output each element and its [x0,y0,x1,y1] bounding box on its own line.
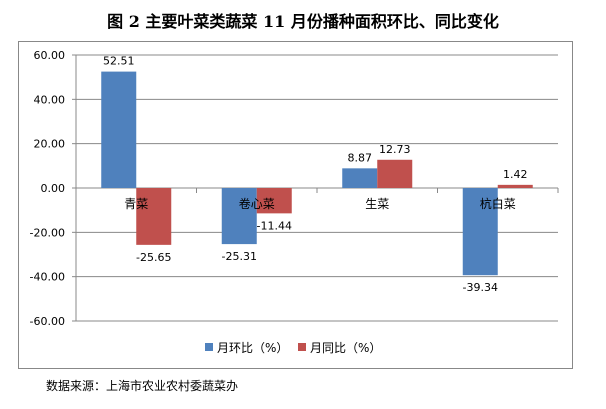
y-tick-label: -20.00 [30,226,65,239]
bar-yoy [136,188,172,245]
y-tick-label: -60.00 [30,315,65,328]
bar-mom [221,188,257,245]
chart-frame [18,41,573,369]
y-tick-label: 60.00 [34,49,66,62]
legend-swatch [298,343,306,351]
data-label: 8.87 [348,151,373,164]
y-tick-label: 0.00 [41,182,66,195]
legend-label: 月同比（%） [310,341,381,355]
y-tick-label: 20.00 [34,138,66,151]
data-label: -25.65 [136,251,171,264]
x-tick-label: 青菜 [124,197,148,211]
data-label: -11.44 [257,219,292,232]
bar-mom [101,71,137,188]
x-tick-label: 杭白菜 [480,196,516,211]
chart-title: 图 2 主要叶菜类蔬菜 11 月份播种面积环比、同比变化 [107,12,499,31]
bar-mom [342,168,378,188]
y-tick-label: 40.00 [34,93,66,106]
legend-swatch [205,343,213,351]
y-tick-label: -40.00 [30,271,65,284]
data-label: 52.51 [103,55,135,68]
data-source: 数据来源：上海市农业农村委蔬菜办 [46,379,239,393]
bar-yoy [256,188,292,214]
data-label: 12.73 [379,143,411,156]
data-label: -39.34 [463,281,498,294]
legend-label: 月环比（%） [217,341,288,355]
bar-yoy [377,159,413,188]
data-label: 1.42 [503,168,528,181]
bar-mom [462,188,498,276]
x-tick-label: 生菜 [365,197,389,211]
data-label: -25.31 [222,250,257,263]
bar-yoy [497,184,533,188]
x-tick-label: 卷心菜 [239,196,275,211]
